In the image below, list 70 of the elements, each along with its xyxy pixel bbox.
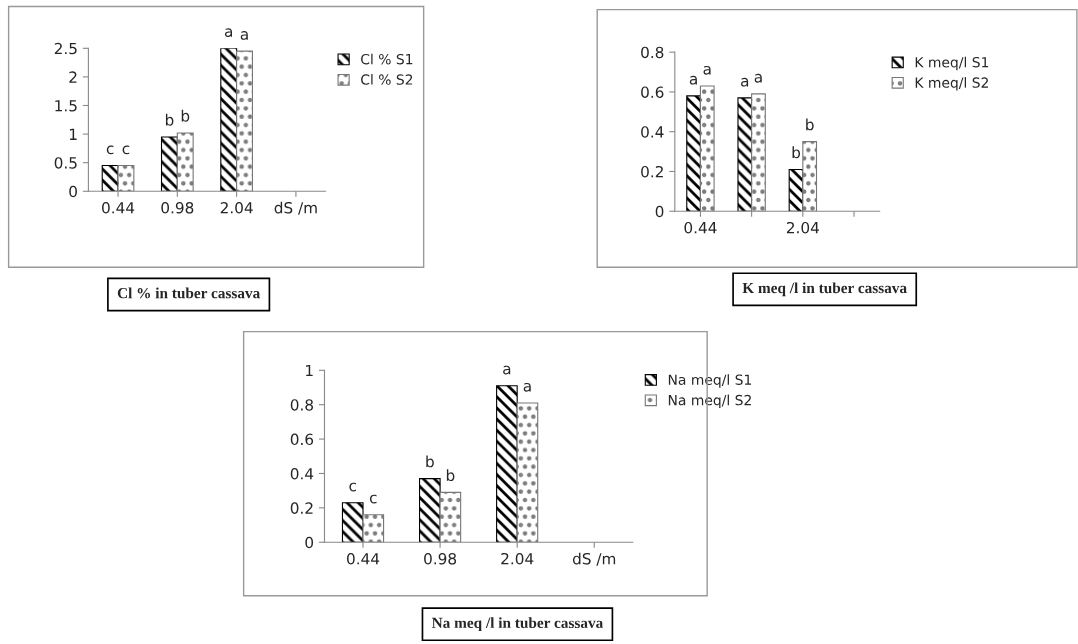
y-tick-label: 0.8	[641, 46, 664, 59]
y-tick-label: 0.5	[54, 157, 77, 169]
data-label: a	[503, 365, 511, 375]
bar	[699, 85, 715, 212]
data-label: a	[741, 77, 749, 87]
x-tick-label: 0.98	[424, 552, 457, 565]
bar	[516, 402, 539, 543]
data-label: b	[426, 455, 434, 468]
text: Na meq /l in tuber cassava	[431, 617, 604, 632]
data-label: a	[240, 31, 248, 40]
x-tick-label: 2.04	[786, 221, 819, 234]
x-tick-label: 0.44	[347, 552, 380, 565]
x-tick-label: 2.04	[220, 201, 253, 214]
y-tick-label: 0.4	[290, 467, 314, 480]
bar	[686, 95, 701, 212]
data-label: b	[792, 146, 801, 159]
data-label: a	[523, 382, 531, 392]
bar	[176, 132, 194, 192]
data-label: b	[165, 113, 174, 126]
x-tick-label: dS /m	[572, 552, 616, 566]
text: Cl % in tuber cassava	[117, 287, 261, 299]
legend-label: Na meq/l S1	[668, 374, 752, 388]
bar	[341, 502, 364, 543]
text: K meq /l in tuber cassava	[742, 282, 907, 297]
bar	[439, 491, 462, 543]
data-label: b	[806, 118, 814, 131]
bar	[496, 385, 518, 543]
legend-label: Na meq/l S2	[668, 394, 751, 409]
bar	[737, 97, 753, 212]
bar	[751, 93, 766, 212]
y-tick-label: 1.5	[55, 100, 77, 112]
y-tick-label: 0	[305, 536, 314, 549]
y-tick-label: 0.4	[641, 126, 664, 138]
y-tick-label: 0	[69, 185, 77, 198]
data-label: a	[224, 28, 233, 38]
bar	[220, 48, 238, 192]
legend-label: Cl % S2	[361, 74, 413, 85]
y-tick-label: 2	[69, 71, 77, 83]
data-label: a	[754, 73, 762, 83]
y-tick-label: 0.2	[641, 165, 663, 178]
bar	[418, 478, 441, 543]
bar	[117, 164, 135, 192]
y-tick-label: 0.8	[290, 399, 314, 411]
y-tick-label: 0.6	[290, 433, 314, 446]
bar	[362, 514, 385, 543]
data-label: c	[106, 145, 114, 155]
x-tick-label: 0.98	[161, 201, 194, 214]
x-tick-label: 2.04	[501, 552, 534, 565]
x-tick-label: 0.44	[684, 221, 717, 234]
legend-label: K meq/l S2	[915, 77, 988, 91]
y-tick-label: 2.5	[54, 42, 77, 55]
y-tick-label: 1	[306, 364, 313, 377]
bar	[236, 50, 253, 192]
x-tick-label: 0.44	[102, 201, 135, 214]
data-label: c	[369, 494, 377, 504]
data-label: c	[349, 482, 356, 492]
legend-label: K meq/l S1	[915, 56, 989, 71]
x-tick-label: dS /m	[274, 201, 317, 215]
data-label: b	[446, 469, 455, 482]
legend-label: Cl % S1	[361, 53, 413, 65]
data-label: a	[689, 75, 697, 85]
data-label: c	[122, 145, 130, 155]
y-tick-label: 0.6	[641, 86, 664, 98]
bar	[160, 136, 178, 192]
y-tick-label: 1	[69, 128, 77, 140]
data-label: a	[703, 65, 711, 75]
bar	[802, 141, 818, 212]
y-tick-label: 0.2	[290, 502, 313, 514]
data-label: b	[181, 109, 190, 122]
y-tick-label: 0	[655, 205, 664, 218]
